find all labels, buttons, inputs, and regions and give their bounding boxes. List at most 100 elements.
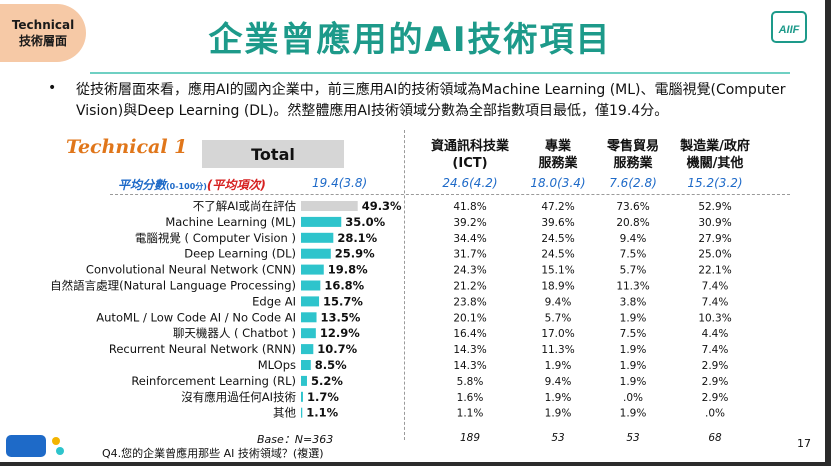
bar <box>301 201 358 211</box>
category-label: 電腦視覺 ( Computer Vision ) <box>135 231 296 245</box>
title-underline <box>90 72 790 74</box>
average-score-label: 平均分數(0-100分)(平均項次) <box>118 176 266 193</box>
table-cell: 1.9% <box>545 408 572 420</box>
bar <box>301 375 307 386</box>
base-count: 53 <box>551 432 564 444</box>
column-header-line-1: 資通訊科技業 <box>430 139 509 154</box>
section-label: Technical 1 <box>66 136 188 158</box>
table-cell: 2.9% <box>702 360 729 372</box>
question-note: Q4.您的企業曾應用那些 AI 技術領域？(複選) <box>102 447 324 460</box>
table-cell: 5.7% <box>620 265 647 277</box>
badge-line-2: 技術層面 <box>18 34 67 48</box>
table-cell: 1.9% <box>620 376 647 388</box>
base-count: 53 <box>626 432 639 444</box>
table-cell: 7.4% <box>702 296 729 308</box>
bar <box>301 248 331 259</box>
category-label: AutoML / Low Code AI / No Code AI <box>96 310 296 324</box>
bar <box>301 280 321 291</box>
table-cell: 73.6% <box>616 201 649 213</box>
table-cell: 39.6% <box>541 217 574 229</box>
column-separator <box>404 130 405 440</box>
data-label: 25.9% <box>335 247 375 261</box>
column-header-line-2: 機關/其他 <box>686 156 744 171</box>
data-label: 1.7% <box>307 390 339 404</box>
table-cell: 23.8% <box>453 296 486 308</box>
table-cell: 16.4% <box>453 328 486 340</box>
table-cell: 9.4% <box>620 233 647 245</box>
table-cell: 5.7% <box>545 312 572 324</box>
base-note: Base：N=363 <box>257 433 334 446</box>
table-cell: 18.9% <box>541 281 574 293</box>
column-header-manufacturing: 製造業/政府 機關/其他 <box>665 138 765 172</box>
average-label-text: 平均分數 <box>118 178 167 192</box>
table-cell: 7.4% <box>702 281 729 293</box>
table-cell: 27.9% <box>698 233 731 245</box>
column-header-professional: 專業 服務業 <box>508 138 608 172</box>
column-header-retail: 零售貿易 服務業 <box>583 138 683 172</box>
aiif-logo-icon: AIIF <box>771 11 807 43</box>
table-cell: 47.2% <box>541 201 574 213</box>
data-label: 19.8% <box>328 263 368 277</box>
table-cell: 1.9% <box>545 392 572 404</box>
data-label: 28.1% <box>337 231 377 245</box>
data-label: 1.1% <box>306 406 338 420</box>
table-cell: 4.4% <box>702 328 729 340</box>
bar <box>301 360 311 370</box>
badge-line-1: Technical <box>11 18 75 32</box>
table-cell: 21.2% <box>453 281 486 293</box>
table-cell: 1.9% <box>620 408 647 420</box>
page-title: 企業曾應用的AI技術項目 <box>208 20 612 60</box>
table-cell: 30.9% <box>698 217 731 229</box>
page-number: 17 <box>797 437 811 450</box>
bar <box>301 391 303 402</box>
category-label: Convolutional Neural Network (CNN) <box>86 263 296 277</box>
bar <box>301 328 316 339</box>
table-cell: 20.1% <box>453 312 486 324</box>
table-cell: 2.9% <box>702 392 729 404</box>
category-label: Recurrent Neural Network (RNN) <box>109 342 296 356</box>
table-cell: 24.5% <box>541 249 574 261</box>
base-count: 189 <box>460 432 480 444</box>
table-cell: .0% <box>705 408 725 420</box>
table-cell: 14.3% <box>453 344 486 356</box>
table-cell: 11.3% <box>541 344 574 356</box>
column-header-line-2: (ICT) <box>452 156 488 171</box>
window-edge-bottom <box>0 462 831 466</box>
category-label: Reinforcement Learning (RL) <box>131 374 296 388</box>
bar <box>301 296 320 307</box>
category-label: 沒有應用過任何AI技術 <box>181 390 296 404</box>
description-text: 從技術層面來看，應用AI的國內企業中，前三應用AI的技術領域為Machine L… <box>76 82 786 119</box>
category-label: 不了解AI或尚在評估 <box>193 199 297 213</box>
table-cell: 1.9% <box>620 360 647 372</box>
data-label: 16.8% <box>324 279 364 293</box>
data-label: 35.0% <box>345 215 385 229</box>
table-cell: 22.1% <box>698 265 731 277</box>
table-cell: 3.8% <box>620 296 647 308</box>
bar <box>301 232 334 243</box>
category-label: Edge AI <box>252 294 296 308</box>
average-value-retail: 7.6(2.8) <box>609 176 657 190</box>
data-label: 49.3% <box>362 199 402 213</box>
table-cell: 1.9% <box>620 312 647 324</box>
logo-text: AIIF <box>778 24 800 36</box>
table-cell: .0% <box>623 392 643 404</box>
table-cell: 11.3% <box>616 281 649 293</box>
table-cell: 10.3% <box>698 312 731 324</box>
table-cell: 5.8% <box>457 376 484 388</box>
table-cell: 24.5% <box>541 233 574 245</box>
category-label: 聊天機器人 ( Chatbot ) <box>173 326 296 340</box>
bar <box>301 344 314 355</box>
table-cell: 7.5% <box>620 249 647 261</box>
category-label: 自然語言處理(Natural Language Processing) <box>50 279 296 293</box>
table-cell: 17.0% <box>541 328 574 340</box>
average-value-ict: 24.6(4.2) <box>442 176 498 190</box>
category-label: MLOps <box>258 358 296 372</box>
data-label: 15.7% <box>323 294 363 308</box>
table-cell: 24.3% <box>453 265 486 277</box>
column-header-line-1: 專業 <box>544 139 571 154</box>
table-cell: 7.4% <box>702 344 729 356</box>
shixun-logo-icon <box>6 435 64 457</box>
average-value-professional: 18.0(3.4) <box>530 176 586 190</box>
